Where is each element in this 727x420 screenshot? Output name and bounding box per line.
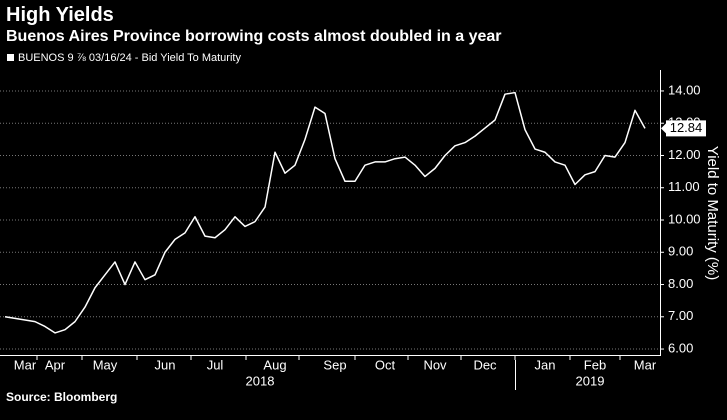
x-tick-label: May bbox=[93, 357, 118, 372]
last-value-pointer bbox=[661, 123, 666, 134]
y-tick-label: 8.00 bbox=[668, 276, 693, 291]
x-tick-label: Aug bbox=[263, 357, 286, 372]
chart-subtitle: Buenos Aires Province borrowing costs al… bbox=[6, 28, 502, 45]
x-tick-label: Mar bbox=[14, 357, 37, 372]
year-label: 2019 bbox=[576, 373, 605, 388]
x-tick-label: Jan bbox=[535, 357, 556, 372]
line bbox=[4, 91, 646, 334]
y-axis-label: Yield to Maturity (%) bbox=[704, 146, 721, 280]
x-tick-label: Jun bbox=[155, 357, 176, 372]
legend-swatch bbox=[7, 54, 14, 61]
y-tick-label: 11.00 bbox=[668, 179, 700, 194]
y-tick-label: 6.00 bbox=[668, 340, 693, 355]
legend-label: BUENOS 9 ⅞ 03/16/24 - Bid Yield To Matur… bbox=[18, 52, 241, 64]
last-value-box bbox=[666, 120, 706, 137]
x-tick-label: Apr bbox=[45, 357, 66, 372]
x-tick-label: Feb bbox=[584, 357, 606, 372]
last-value-label: 12.84 bbox=[670, 120, 703, 135]
y-tick-label: 7.00 bbox=[668, 308, 693, 323]
x-tick-label: Sep bbox=[323, 357, 346, 372]
year-label: 2018 bbox=[246, 373, 275, 388]
x-tick-label: Nov bbox=[423, 357, 447, 372]
source: Source: Bloomberg bbox=[6, 390, 117, 404]
y-tick-label: 12.00 bbox=[668, 147, 701, 162]
x-tick-label: Oct bbox=[375, 357, 396, 372]
x-tick-label: Jul bbox=[207, 357, 224, 372]
y-tick-label: 9.00 bbox=[668, 244, 693, 259]
x-tick-label: Dec bbox=[473, 357, 497, 372]
y-tick-label: 10.00 bbox=[668, 211, 701, 226]
x-tick-label: Mar bbox=[634, 357, 657, 372]
chart-title: High Yields bbox=[6, 4, 114, 26]
y-tick-label: 14.00 bbox=[668, 82, 701, 97]
